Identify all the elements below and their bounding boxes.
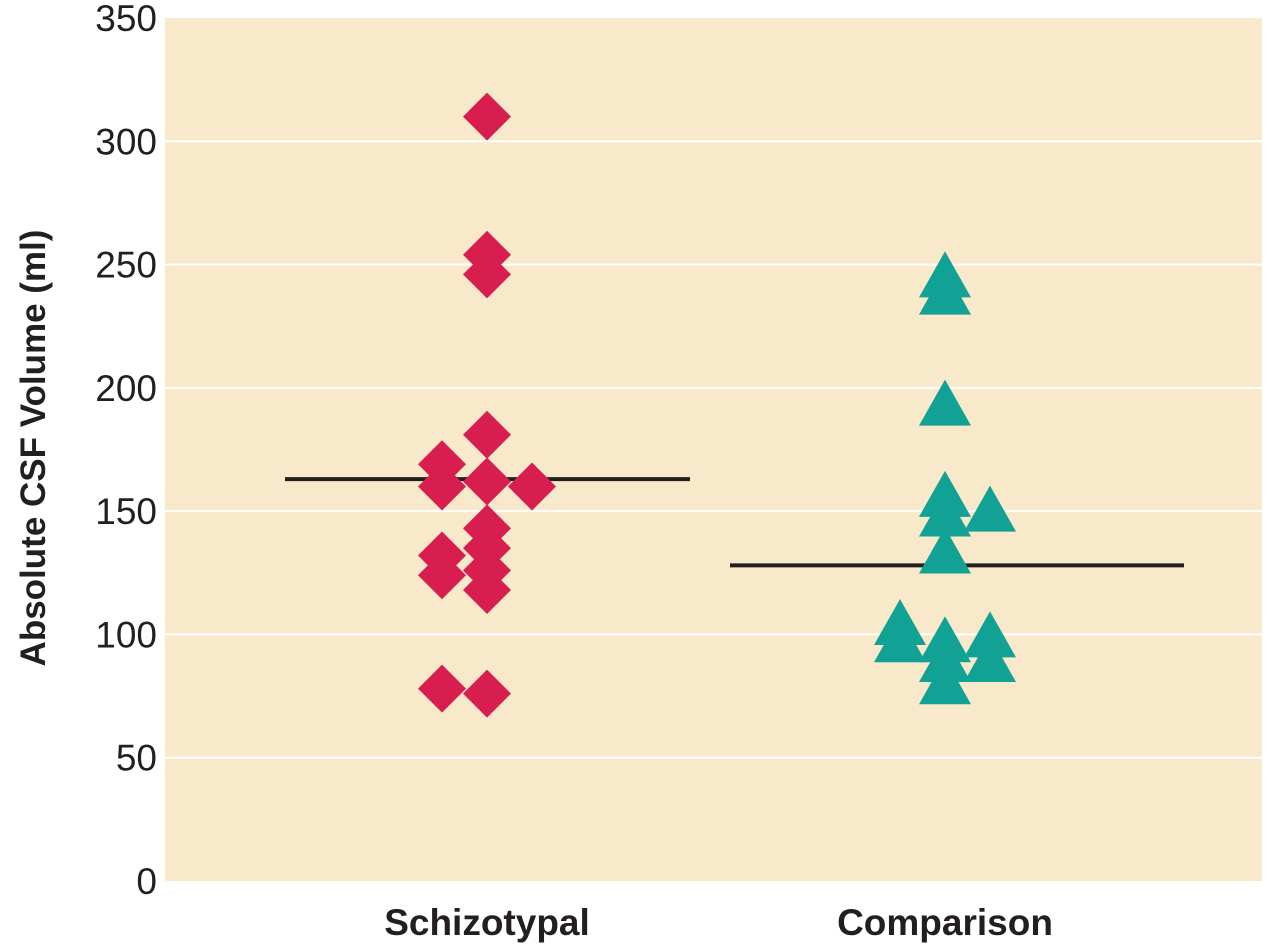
schizotypal-point-14 xyxy=(463,566,511,615)
schizotypal-point-7 xyxy=(463,457,511,506)
comparison-point-7 xyxy=(919,527,971,574)
y-tick-label-50: 50 xyxy=(116,738,157,779)
comparison-point-14 xyxy=(964,636,1016,683)
plot-background xyxy=(165,18,1262,881)
y-axis-tick-labels: 0 50 100 150 200 250 300 350 xyxy=(95,0,157,902)
schizotypal-point-1 xyxy=(463,92,511,141)
y-tick-label-150: 150 xyxy=(95,491,157,532)
schizotypal-point-12 xyxy=(418,551,466,600)
y-tick-label-350: 350 xyxy=(95,0,157,39)
comparison-point-12 xyxy=(919,658,971,705)
comparison-point-6 xyxy=(964,485,1016,532)
comparison-point-2 xyxy=(919,268,971,315)
x-axis-category-labels: Schizotypal Comparison xyxy=(384,902,1053,943)
y-axis-title: Absolute CSF Volume (ml) xyxy=(14,230,53,667)
schizotypal-point-4 xyxy=(463,410,511,459)
schizotypal-point-15 xyxy=(418,664,466,713)
schizotypal-point-8 xyxy=(508,462,556,511)
schizotypal-point-3 xyxy=(463,250,511,299)
schizotypal-point-16 xyxy=(463,669,511,718)
y-tick-label-100: 100 xyxy=(95,614,157,655)
y-tick-label-200: 200 xyxy=(95,368,157,409)
comparison-point-3 xyxy=(919,379,971,426)
y-tick-label-300: 300 xyxy=(95,121,157,162)
x-category-label-schizotypal: Schizotypal xyxy=(384,902,590,943)
y-tick-label-0: 0 xyxy=(136,861,157,902)
y-tick-label-250: 250 xyxy=(95,245,157,286)
comparison-point-5 xyxy=(919,490,971,537)
data-points xyxy=(418,92,1016,718)
x-category-label-comparison: Comparison xyxy=(837,902,1053,943)
comparison-point-13 xyxy=(964,611,1016,658)
comparison-point-9 xyxy=(874,616,926,663)
schizotypal-point-6 xyxy=(418,462,466,511)
gridlines xyxy=(165,140,1262,759)
